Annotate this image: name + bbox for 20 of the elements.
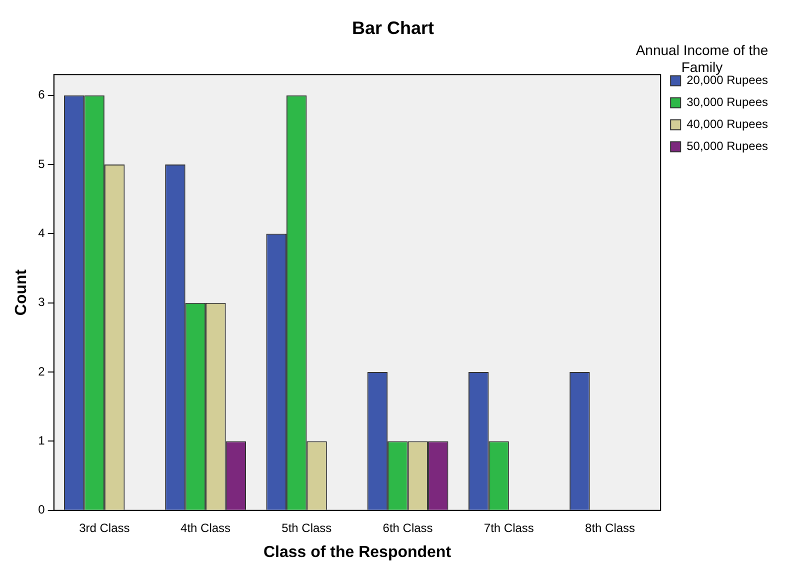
x-tick-label: 3rd Class: [79, 520, 130, 535]
x-tick-label: 5th Class: [282, 520, 332, 535]
y-axis-title: Count: [13, 268, 30, 316]
y-tick-label: 3: [38, 295, 46, 310]
y-tick-label: 2: [38, 364, 46, 378]
chart-title: Bar Chart: [352, 18, 434, 38]
legend-label: 40,000 Rupees: [686, 117, 768, 132]
x-axis-title: Class of the Respondent: [263, 544, 452, 561]
x-tick-label: 6th Class: [382, 520, 433, 535]
y-tick-label: 6: [38, 88, 46, 102]
y-tick-label: 1: [38, 434, 46, 448]
x-tick-label: 4th Class: [180, 520, 231, 535]
x-tick-label: 7th Class: [484, 520, 534, 535]
legend-title: Annual Income of the Family: [634, 42, 770, 76]
y-tick-label: 0: [38, 502, 46, 517]
y-tick-label: 4: [38, 226, 46, 240]
x-tick-label: 8th Class: [585, 520, 636, 535]
y-tick-label: 5: [38, 156, 46, 171]
legend-label: 50,000 Rupees: [686, 139, 768, 154]
legend-label: 30,000 Rupees: [686, 95, 768, 110]
